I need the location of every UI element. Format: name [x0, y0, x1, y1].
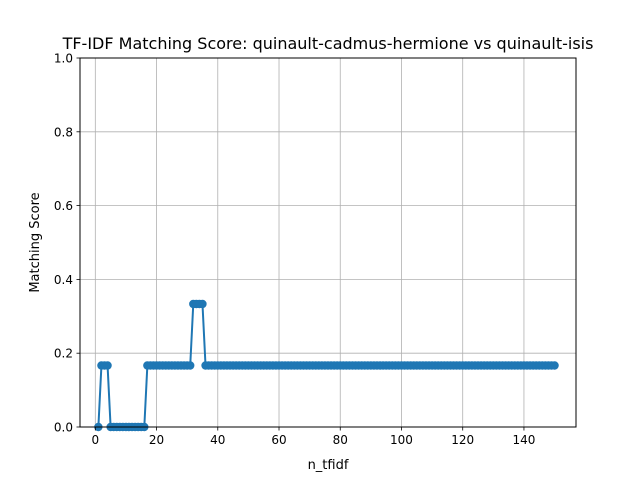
ticks: 0 20 40 60 80 100 120 140 0.0 0.2 0.4 0.6 0.8 1.0	[54, 52, 535, 448]
data-point	[103, 361, 112, 370]
data-point	[198, 299, 207, 309]
x-tick-label: 140	[512, 433, 535, 447]
y-tick-label: 0.4	[54, 273, 73, 287]
y-tick-label: 1.0	[54, 52, 73, 66]
data-point	[550, 361, 559, 370]
y-tick-label: 0.8	[54, 125, 73, 139]
y-axis-label: Matching Score	[28, 192, 43, 292]
data-point	[186, 361, 195, 370]
x-tick-label: 80	[333, 433, 348, 447]
x-axis-label: n_tfidf	[308, 458, 349, 473]
x-tick-label: 100	[390, 433, 413, 447]
x-tick-label: 120	[451, 433, 474, 447]
x-tick-label: 20	[149, 433, 164, 447]
x-tick-label: 40	[210, 433, 225, 447]
y-tick-label: 0.0	[54, 421, 73, 435]
axes-frame	[79, 57, 577, 428]
x-tick-label: 60	[271, 433, 286, 447]
chart-title: TF-IDF Matching Score: quinault-cadmus-h…	[62, 34, 594, 53]
data-series	[94, 299, 559, 432]
x-tick-label: 0	[91, 433, 99, 447]
y-tick-label: 0.6	[54, 199, 73, 213]
y-tick-label: 0.2	[54, 347, 73, 361]
